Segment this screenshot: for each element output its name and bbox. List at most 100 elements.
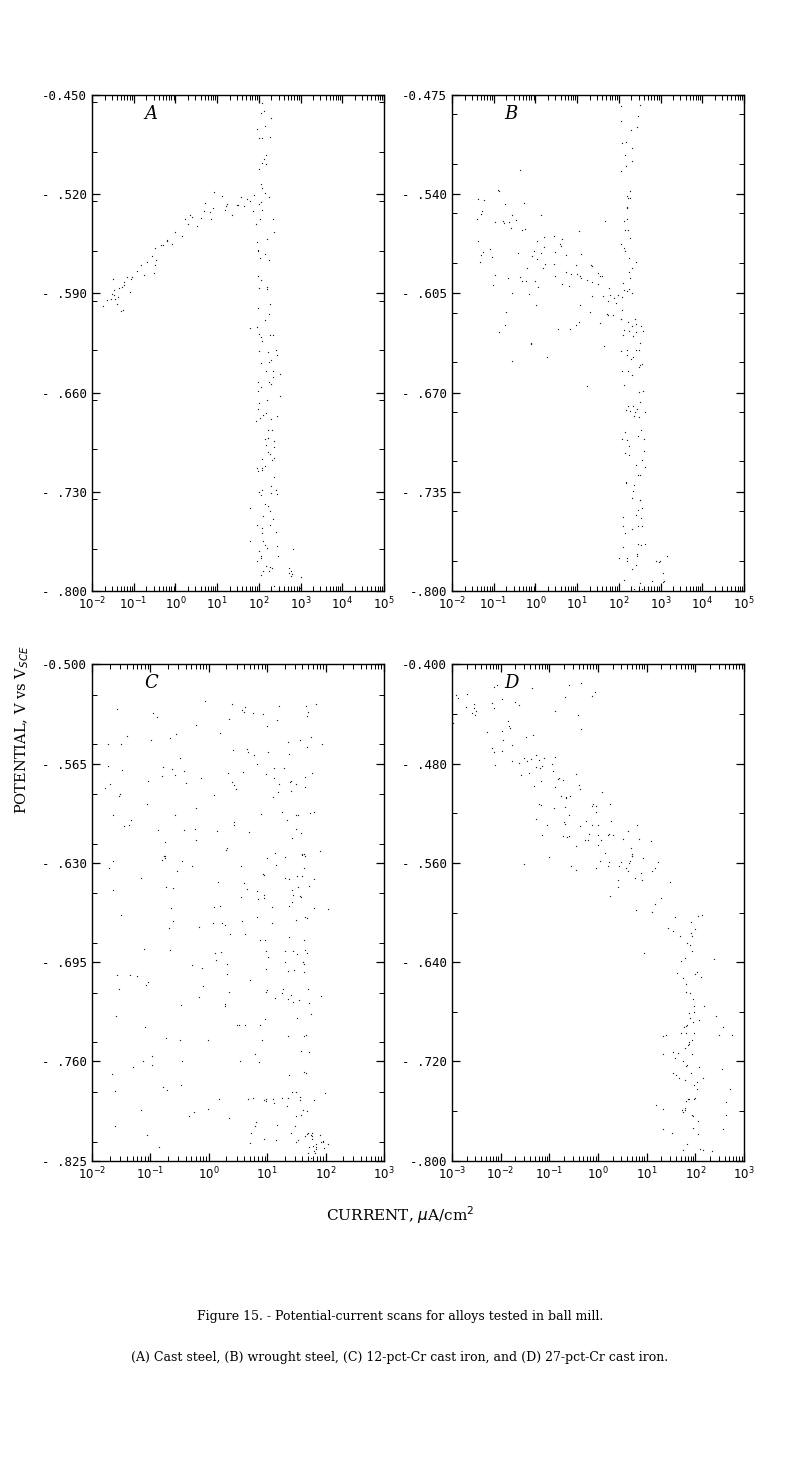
Point (113, 276, 126, 299)
Point (519, 270, 532, 293)
Point (284, 565, 297, 588)
Point (287, 958, 300, 981)
Point (110, 1004, 122, 1028)
Point (605, 809, 618, 832)
Point (283, 556, 296, 580)
Point (250, 905, 263, 929)
Point (671, 1041, 684, 1064)
Point (310, 692, 322, 715)
Point (680, 1015, 693, 1038)
Point (298, 856, 310, 879)
Point (155, 765, 168, 788)
Point (266, 1088, 279, 1111)
Point (241, 737, 254, 761)
Point (538, 226, 550, 250)
Point (236, 698, 249, 721)
Point (263, 350, 276, 374)
Point (486, 736, 498, 759)
Point (592, 823, 605, 847)
Point (278, 939, 291, 962)
Point (631, 463, 644, 486)
Point (255, 91, 268, 114)
Point (251, 397, 264, 420)
Point (637, 380, 650, 403)
Point (532, 793, 545, 816)
Point (603, 883, 616, 907)
Point (164, 939, 177, 962)
Point (258, 426, 271, 450)
Point (546, 752, 558, 775)
Point (207, 895, 220, 918)
Point (557, 769, 570, 793)
Point (623, 850, 636, 873)
Point (170, 860, 183, 883)
Point (631, 104, 644, 127)
Point (530, 293, 542, 317)
Point (646, 901, 658, 924)
Point (502, 715, 515, 739)
Point (166, 758, 179, 781)
Point (549, 699, 562, 723)
Point (517, 853, 530, 876)
Point (263, 126, 276, 149)
Point (157, 1076, 170, 1099)
Point (684, 981, 697, 1004)
Point (267, 756, 280, 780)
Point (125, 807, 138, 831)
Point (251, 888, 264, 911)
Point (555, 273, 568, 296)
Point (155, 848, 168, 872)
Point (252, 539, 265, 562)
Point (277, 977, 290, 1000)
Point (726, 1023, 738, 1047)
Point (260, 762, 273, 785)
Point (254, 483, 267, 507)
Point (165, 232, 178, 256)
Point (268, 841, 281, 864)
Point (535, 241, 548, 264)
Point (686, 1104, 699, 1127)
Point (257, 504, 270, 527)
Point (255, 375, 268, 399)
Point (103, 857, 116, 880)
Point (512, 242, 525, 266)
Point (498, 312, 511, 336)
Point (254, 564, 267, 587)
Point (586, 270, 599, 293)
Point (255, 150, 268, 174)
Point (228, 813, 241, 837)
Point (285, 769, 298, 793)
Point (502, 266, 514, 289)
Point (306, 1121, 318, 1145)
Point (209, 942, 222, 965)
Point (626, 282, 638, 305)
Point (170, 721, 182, 745)
Point (258, 454, 271, 477)
Point (720, 1104, 733, 1127)
Point (615, 131, 628, 155)
Point (228, 810, 241, 834)
Point (169, 220, 182, 244)
Point (298, 952, 310, 975)
Point (656, 1098, 669, 1121)
Point (627, 473, 640, 496)
Point (682, 1034, 694, 1057)
Point (188, 818, 201, 841)
Point (503, 210, 516, 234)
Point (698, 994, 711, 1018)
Point (198, 689, 211, 712)
Point (468, 704, 481, 727)
Point (291, 803, 304, 826)
Point (474, 250, 486, 273)
Point (190, 828, 202, 851)
Point (518, 746, 530, 769)
Point (102, 733, 114, 756)
Point (314, 984, 327, 1007)
Point (678, 1096, 691, 1120)
Point (657, 1118, 670, 1142)
Point (630, 453, 642, 476)
Point (570, 858, 582, 882)
Point (282, 1063, 295, 1086)
Point (218, 912, 231, 936)
Point (667, 1061, 680, 1085)
